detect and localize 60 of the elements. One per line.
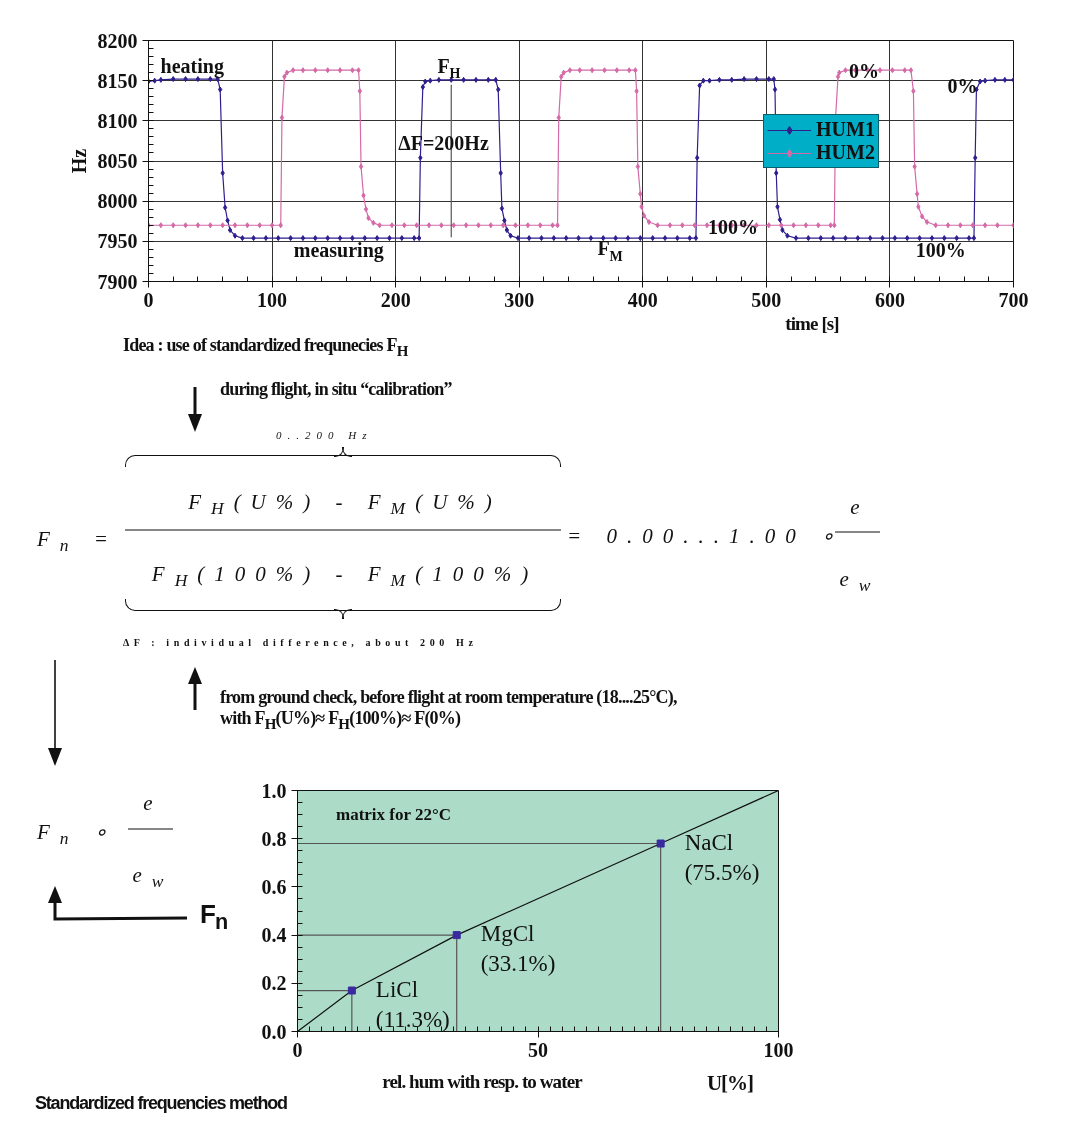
text: F$_{n}$ = xyxy=(37,527,118,556)
y-tick-label: 8050 xyxy=(97,150,138,172)
y-axis-title: Hz xyxy=(67,148,90,174)
x-axis-title: rel. hum with resp. to water xyxy=(381,1071,584,1093)
y-tick-label: 0.2 xyxy=(261,972,287,995)
y-tick-label: 8000 xyxy=(97,190,138,213)
legend-label: HUM1 xyxy=(816,118,875,141)
text: 0..200 Hz xyxy=(276,429,373,442)
x-axis-title: time [s] xyxy=(784,313,840,335)
x-tick-label: 200 xyxy=(380,288,411,311)
y-tick-label: 8200 xyxy=(97,29,138,52)
text: F$_{H}$(100%) - F$_{M}$(100%) xyxy=(150,562,540,591)
annotation: 100% xyxy=(915,239,966,262)
y-tick-label: 0.8 xyxy=(261,827,287,850)
point xyxy=(656,839,665,848)
x-tick-label: 50 xyxy=(528,1038,548,1061)
text: Idea : use of standardized frequnecies F$_{H}$ xyxy=(123,335,408,360)
y-tick-label: 8150 xyxy=(97,69,138,92)
annotation: heating xyxy=(160,55,224,79)
y-tick-label: 1.0 xyxy=(261,779,287,802)
text: from ground check, before flight at room temperature (18....25°C), xyxy=(220,687,677,708)
annotation: matrix for 22°C xyxy=(335,805,452,825)
x-tick-label: 400 xyxy=(627,288,658,311)
x-tick-label: 0 xyxy=(143,288,154,311)
y-tick-label: 7950 xyxy=(97,230,138,253)
annotation: NaCl (75.5%) xyxy=(684,829,760,885)
x-tick-label: 300 xyxy=(504,288,535,311)
annotation: LiCl (11.3%) xyxy=(375,976,450,1032)
text: F$_{n}$ ∘ xyxy=(37,820,117,849)
point xyxy=(452,931,461,940)
text: = 0.00...1.00 ∘ xyxy=(567,524,844,549)
text: U[%] xyxy=(705,1071,755,1096)
x-tick-label: 600 xyxy=(874,288,905,311)
annotation: MgCl (33.1%) xyxy=(480,921,556,977)
text: e xyxy=(849,495,871,520)
y-tick-label: 7900 xyxy=(97,270,138,293)
y-tick-label: 8100 xyxy=(97,109,138,132)
text: during flight, in situ “calibration” xyxy=(220,379,452,400)
annotation: measuring xyxy=(293,239,384,263)
text: F$_{n}$ xyxy=(200,899,228,936)
x-tick-label: 700 xyxy=(998,288,1029,311)
y-tick-label: 0.0 xyxy=(261,1020,287,1043)
text: e$_{w}$ xyxy=(838,567,882,596)
y-tick-label: 0.6 xyxy=(261,875,287,898)
x-tick-label: 100 xyxy=(257,288,288,311)
text: F$_{H}$(U%) - F$_{M}$(U%) xyxy=(187,490,503,519)
annotation: 0% xyxy=(848,60,879,83)
text: e$_{w}$ xyxy=(131,863,175,892)
y-tick-label: 0.4 xyxy=(261,924,287,947)
annotation: 0% xyxy=(947,75,978,98)
text: with F$_{H}$(U%)≈ F$_{H}$(100%)≈ F(0%) xyxy=(220,708,461,733)
text: Standardized frequencies method xyxy=(35,1093,287,1114)
x-tick-label: 500 xyxy=(751,288,782,311)
text: e xyxy=(142,791,164,816)
annotation: 100% xyxy=(707,215,758,238)
x-tick-label: 100 xyxy=(763,1038,794,1061)
point xyxy=(347,986,356,995)
x-tick-label: 0 xyxy=(292,1038,303,1061)
legend-label: HUM2 xyxy=(816,141,875,164)
text: ΔF : individual difference, about 200 Hz xyxy=(123,637,478,649)
